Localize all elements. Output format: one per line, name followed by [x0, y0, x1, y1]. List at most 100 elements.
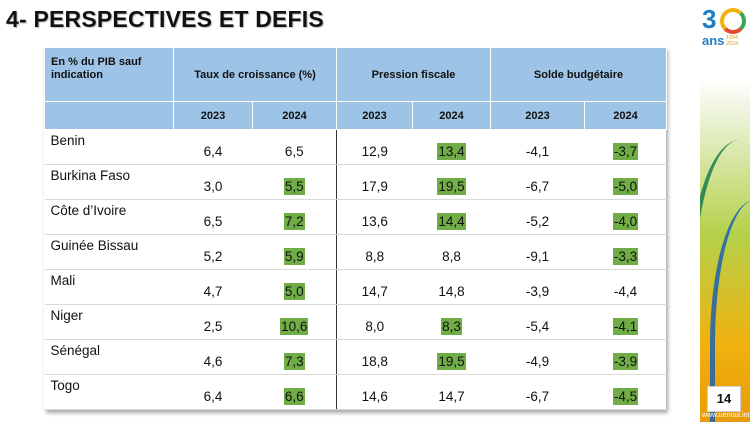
- value-cell: -6,7: [490, 164, 585, 200]
- highlighted-value: -3,7: [612, 143, 639, 160]
- value-cell: -5,0: [584, 164, 667, 200]
- value-cell: 12,9: [336, 129, 413, 165]
- value-cell: 7,2: [252, 199, 337, 235]
- group-header-pression-fiscale: Pression fiscale: [336, 47, 492, 102]
- value: 14,7: [361, 284, 388, 299]
- value: -5,2: [525, 214, 550, 229]
- highlighted-value: -3,3: [612, 248, 639, 265]
- value: -6,7: [525, 389, 550, 404]
- value-cell: 13,6: [336, 199, 413, 235]
- value-cell: -4,5: [584, 374, 667, 410]
- value: 14,6: [361, 389, 388, 404]
- value: 4,6: [203, 354, 223, 369]
- highlighted-value: 7,3: [283, 353, 305, 370]
- country-cell: Mali: [44, 269, 174, 305]
- table-row: Sénégal 4,6 7,3 18,8 19,5 -4,9 -3,9: [44, 339, 667, 375]
- value-cell: 13,4: [412, 129, 491, 165]
- highlighted-value: 7,2: [283, 213, 305, 230]
- value-cell: 4,6: [173, 339, 253, 375]
- value: -5,4: [525, 319, 550, 334]
- highlighted-value: 19,5: [437, 353, 466, 370]
- value-cell: -5,2: [490, 199, 585, 235]
- value-cell: 8,3: [412, 304, 491, 340]
- value-cell: 6,5: [173, 199, 253, 235]
- value-cell: 8,8: [412, 234, 491, 270]
- header-row-years: 2023 2024 2023 2024 2023 2024: [44, 101, 668, 130]
- value-cell: 2,5: [173, 304, 253, 340]
- value-cell: 5,2: [173, 234, 253, 270]
- group-header-solde-budgetaire: Solde budgétaire: [490, 47, 668, 102]
- value: 18,8: [361, 354, 388, 369]
- blue-stripe-decoration: [710, 200, 750, 422]
- value: 2,5: [203, 319, 223, 334]
- value: 17,9: [361, 179, 388, 194]
- value-cell: -3,9: [584, 339, 667, 375]
- value-cell: -4,1: [584, 304, 667, 340]
- value-cell: 6,4: [173, 129, 253, 165]
- year-header: 2023: [173, 101, 253, 130]
- slide-title: 4- PERSPECTIVES ET DEFIS: [6, 6, 324, 32]
- indicators-table-container: En % du PIB sauf indication Taux de croi…: [44, 47, 668, 410]
- highlighted-value: -3,9: [612, 353, 639, 370]
- value-cell: -4,0: [584, 199, 667, 235]
- value: -4,1: [525, 144, 550, 159]
- value-cell: 14,7: [412, 374, 491, 410]
- country-cell: Guinée Bissau: [44, 234, 174, 270]
- value-cell: 14,6: [336, 374, 413, 410]
- value: 8,8: [442, 249, 461, 264]
- value-cell: -3,3: [584, 234, 667, 270]
- highlighted-value: 13,4: [437, 143, 466, 160]
- value-cell: 8,0: [336, 304, 413, 340]
- year-header: 2024: [584, 101, 668, 130]
- header-row-groups: En % du PIB sauf indication Taux de croi…: [44, 47, 668, 102]
- value-cell: 19,5: [412, 164, 491, 200]
- value: 6,5: [284, 144, 304, 159]
- uemoa-30-ans-logo: 3 ans 1994 2024: [700, 4, 750, 56]
- highlighted-value: 5,0: [283, 283, 305, 300]
- value-cell: 3,0: [173, 164, 253, 200]
- page-number: 14: [707, 386, 741, 412]
- value-cell: 19,5: [412, 339, 491, 375]
- value-cell: 17,9: [336, 164, 413, 200]
- value-cell: -4,9: [490, 339, 585, 375]
- value-cell: 18,8: [336, 339, 413, 375]
- highlighted-value: 19,5: [437, 178, 466, 195]
- value-cell: -5,4: [490, 304, 585, 340]
- value: 8,8: [365, 249, 385, 264]
- table-row: Niger 2,5 10,6 8,0 8,3 -5,4 -4,1: [44, 304, 667, 340]
- country-cell: Niger: [44, 304, 174, 340]
- value-cell: 5,9: [252, 234, 337, 270]
- highlighted-value: 10,6: [280, 318, 309, 335]
- country-cell: Benin: [44, 129, 174, 165]
- highlighted-value: -4,0: [612, 213, 639, 230]
- value: -4,4: [613, 284, 638, 299]
- value: 3,0: [203, 179, 223, 194]
- value-cell: 4,7: [173, 269, 253, 305]
- corner-label: En % du PIB sauf indication: [44, 47, 174, 102]
- value-cell: -9,1: [490, 234, 585, 270]
- value-cell: 14,7: [336, 269, 413, 305]
- highlighted-value: -4,5: [612, 388, 639, 405]
- value: -3,9: [525, 284, 550, 299]
- value: 4,7: [203, 284, 223, 299]
- highlighted-value: 8,3: [441, 318, 462, 335]
- group-header-croissance: Taux de croissance (%): [172, 47, 338, 102]
- logo-ans: ans: [702, 33, 725, 48]
- value-cell: 14,4: [412, 199, 491, 235]
- table-row: Mali 4,7 5,0 14,7 14,8 -3,9 -4,4: [44, 269, 667, 305]
- table-row: Benin 6,4 6,5 12,9 13,4 -4,1 -3,7: [44, 129, 667, 165]
- value-cell: 6,4: [173, 374, 253, 410]
- country-cell: Togo: [44, 374, 174, 410]
- year-header: 2024: [251, 101, 338, 130]
- logo-number: 3: [702, 4, 717, 34]
- country-cell: Burkina Faso: [44, 164, 174, 200]
- table-row: Guinée Bissau 5,2 5,9 8,8 8,8 -9,1 -3,3: [44, 234, 667, 270]
- country-cell: Côte d’Ivoire: [44, 199, 174, 235]
- value: 14,7: [438, 389, 465, 404]
- value-cell: 5,0: [252, 269, 337, 305]
- website-url: www.uemoa.int: [702, 412, 750, 419]
- value: 14,8: [438, 284, 465, 299]
- value: -6,7: [525, 179, 550, 194]
- value-cell: 8,8: [336, 234, 413, 270]
- value: 12,9: [361, 144, 388, 159]
